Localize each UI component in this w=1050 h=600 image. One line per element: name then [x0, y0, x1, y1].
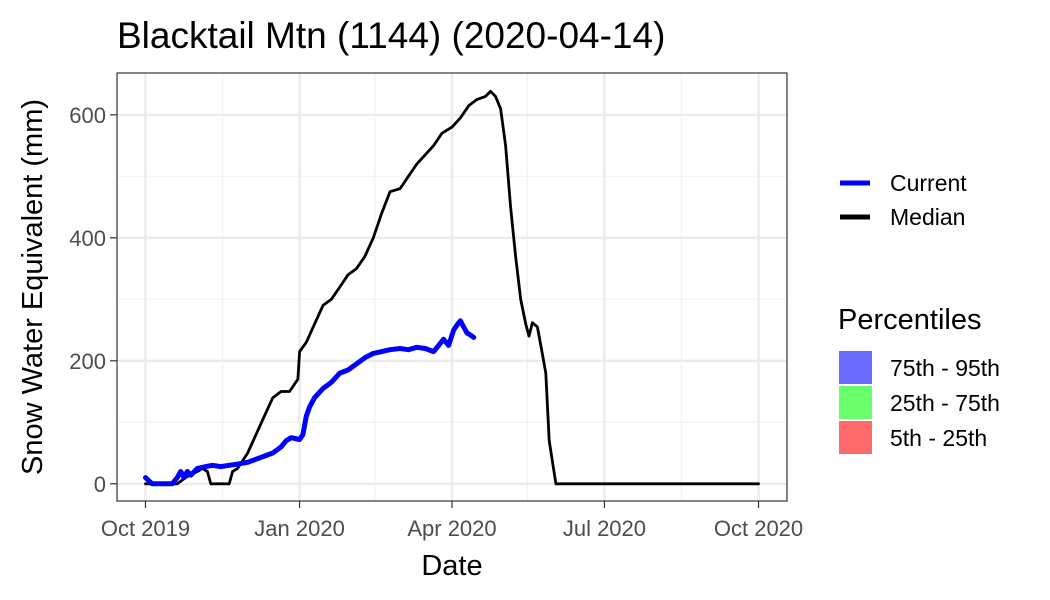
y-axis: 0 200 400 600: [69, 103, 117, 497]
x-tick-label: Apr 2020: [407, 516, 496, 541]
chart-title: Blacktail Mtn (1144) (2020-04-14): [117, 15, 665, 56]
legend-label: 75th - 95th: [890, 355, 1000, 381]
plot-panel: [116, 72, 788, 502]
y-tick-label: 600: [69, 103, 106, 128]
major-gridlines: [117, 73, 787, 501]
y-tick-label: 0: [94, 472, 106, 497]
y-tick-label: 200: [69, 349, 106, 374]
legend-title-percentiles: Percentiles: [838, 304, 981, 336]
series-line-current: [143, 318, 477, 487]
legend-swatch: [839, 421, 872, 454]
series-line-median: [144, 90, 760, 486]
y-axis-title: Snow Water Equivalent (mm): [17, 99, 49, 475]
legend-label: 5th - 25th: [890, 425, 987, 451]
x-axis: Oct 2019 Jan 2020 Apr 2020 Jul 2020 Oct 2020: [101, 501, 803, 541]
legend-swatch: [839, 351, 872, 384]
x-tick-label: Oct 2019: [101, 516, 190, 541]
legend-swatch: [839, 386, 872, 419]
legend-label: Median: [890, 204, 965, 230]
legend-label: Current: [890, 170, 967, 196]
x-axis-title: Date: [421, 550, 482, 582]
y-tick-label: 400: [69, 226, 106, 251]
x-tick-label: Jul 2020: [563, 516, 646, 541]
legend: Current Median Percentiles 75th - 95th 25th …: [838, 170, 1000, 454]
series-layer: [143, 90, 760, 487]
x-tick-label: Jan 2020: [254, 516, 345, 541]
legend-label: 25th - 75th: [890, 390, 1000, 416]
x-tick-label: Oct 2020: [714, 516, 803, 541]
